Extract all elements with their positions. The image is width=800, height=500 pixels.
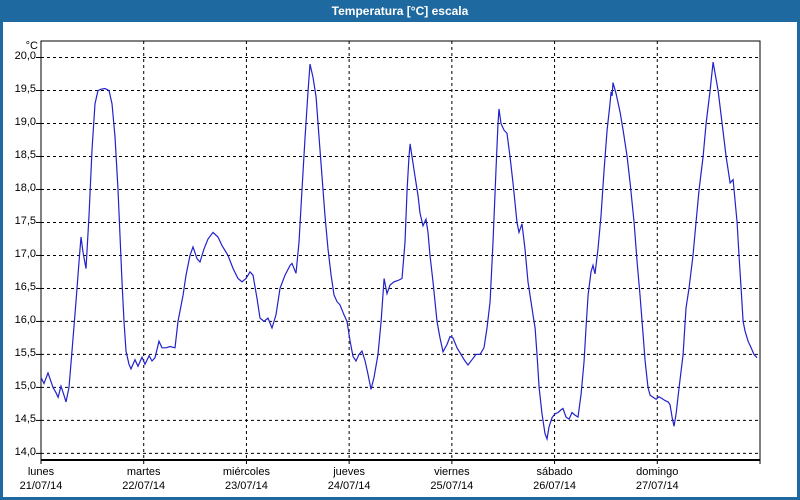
x-date-label: 26/07/14 — [533, 480, 576, 492]
x-day-label: jueves — [333, 466, 366, 478]
y-tick-label: 16,0 — [14, 314, 36, 327]
y-tick-label: 17,5 — [14, 215, 36, 228]
x-date-label: 27/07/14 — [635, 480, 679, 492]
y-axis-unit-label: °C — [25, 40, 38, 52]
y-tick-label: 14,0 — [14, 446, 36, 459]
y-tick-label: 14,5 — [14, 413, 36, 426]
x-date-label: 23/07/14 — [225, 480, 268, 492]
y-tick-label: 19,0 — [14, 116, 36, 129]
window-title: Temperatura [°C] escala — [331, 4, 469, 18]
series-line-temperatura — [40, 61, 758, 442]
x-day-label: domingo — [636, 466, 679, 478]
y-tick-label: 17,0 — [14, 248, 36, 261]
y-tick-label: 15,0 — [14, 380, 36, 393]
window-titlebar: Temperatura [°C] escala — [0, 0, 800, 22]
x-date-label: 22/07/14 — [122, 480, 166, 492]
x-date-label: 25/07/14 — [430, 480, 474, 492]
y-tick-label: 19,5 — [14, 83, 36, 96]
y-tick-label: 18,0 — [14, 182, 36, 195]
x-date-label: 24/07/14 — [327, 480, 371, 492]
x-date-label: 21/07/14 — [19, 480, 63, 492]
x-day-label: miércoles — [222, 466, 270, 478]
y-tick-label: 20,0 — [14, 50, 36, 63]
y-tick-label: 18,5 — [14, 149, 36, 162]
x-day-label: martes — [126, 466, 161, 478]
x-day-label: sábado — [536, 466, 573, 478]
y-tick-label: 15,5 — [14, 347, 36, 360]
x-day-label: lunes — [27, 466, 55, 478]
x-day-label: viernes — [434, 466, 470, 478]
y-tick-label: 16,5 — [14, 281, 36, 294]
chart-background — [3, 22, 797, 497]
